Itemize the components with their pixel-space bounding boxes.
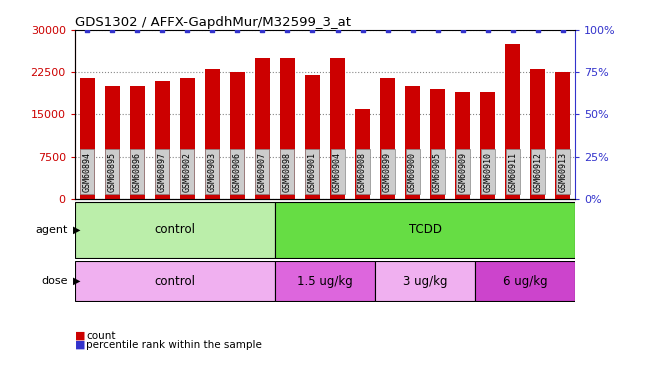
Text: 6 ug/kg: 6 ug/kg bbox=[503, 275, 547, 288]
Text: GDS1302 / AFFX-GapdhMur/M32599_3_at: GDS1302 / AFFX-GapdhMur/M32599_3_at bbox=[75, 16, 351, 29]
Text: 1.5 ug/kg: 1.5 ug/kg bbox=[297, 275, 353, 288]
Text: GSM60896: GSM60896 bbox=[133, 152, 142, 192]
Point bbox=[408, 27, 418, 33]
Bar bbox=[430, 89, 445, 199]
Point bbox=[282, 27, 293, 33]
Bar bbox=[455, 92, 470, 199]
Text: dose: dose bbox=[42, 276, 68, 286]
Bar bbox=[380, 78, 395, 199]
Point bbox=[307, 27, 318, 33]
Text: GSM60909: GSM60909 bbox=[458, 152, 467, 192]
Bar bbox=[155, 81, 170, 199]
Point bbox=[532, 27, 543, 33]
Point bbox=[132, 27, 142, 33]
Text: agent: agent bbox=[36, 225, 68, 235]
Bar bbox=[330, 58, 345, 199]
Bar bbox=[275, 202, 575, 258]
Text: ▶: ▶ bbox=[73, 276, 81, 286]
Bar bbox=[530, 69, 545, 199]
Text: GSM60906: GSM60906 bbox=[233, 152, 242, 192]
Point bbox=[157, 27, 168, 33]
Text: GSM60911: GSM60911 bbox=[508, 152, 517, 192]
Point bbox=[508, 27, 518, 33]
Text: GSM60901: GSM60901 bbox=[308, 152, 317, 192]
Text: GSM60907: GSM60907 bbox=[258, 152, 267, 192]
Bar bbox=[180, 78, 195, 199]
Text: GSM60912: GSM60912 bbox=[533, 152, 542, 192]
Text: GSM60898: GSM60898 bbox=[283, 152, 292, 192]
Bar bbox=[405, 86, 420, 199]
Point bbox=[82, 27, 92, 33]
Text: GSM60905: GSM60905 bbox=[433, 152, 442, 192]
Bar bbox=[80, 78, 95, 199]
Text: control: control bbox=[154, 223, 196, 236]
Bar bbox=[480, 92, 495, 199]
Point bbox=[558, 27, 568, 33]
Text: GSM60900: GSM60900 bbox=[408, 152, 417, 192]
Text: GSM60897: GSM60897 bbox=[158, 152, 167, 192]
Bar bbox=[75, 202, 275, 258]
Point bbox=[107, 27, 118, 33]
Bar bbox=[130, 86, 145, 199]
Bar bbox=[555, 72, 570, 199]
Point bbox=[382, 27, 393, 33]
Text: GSM60910: GSM60910 bbox=[483, 152, 492, 192]
Text: ■: ■ bbox=[75, 331, 85, 340]
Bar bbox=[255, 58, 270, 199]
Text: percentile rank within the sample: percentile rank within the sample bbox=[86, 340, 263, 350]
Bar bbox=[355, 109, 370, 199]
Bar bbox=[230, 72, 245, 199]
Bar bbox=[505, 44, 520, 199]
Text: GSM60903: GSM60903 bbox=[208, 152, 217, 192]
Text: GSM60913: GSM60913 bbox=[558, 152, 567, 192]
Bar bbox=[205, 69, 220, 199]
Text: GSM60895: GSM60895 bbox=[108, 152, 117, 192]
Text: ■: ■ bbox=[75, 340, 85, 350]
Point bbox=[432, 27, 443, 33]
Bar bbox=[280, 58, 295, 199]
Text: 3 ug/kg: 3 ug/kg bbox=[403, 275, 447, 288]
Text: GSM60894: GSM60894 bbox=[83, 152, 92, 192]
Text: GSM60908: GSM60908 bbox=[358, 152, 367, 192]
Point bbox=[257, 27, 268, 33]
Point bbox=[458, 27, 468, 33]
Bar bbox=[105, 86, 120, 199]
Point bbox=[332, 27, 343, 33]
Text: count: count bbox=[86, 331, 116, 340]
Text: TCDD: TCDD bbox=[409, 223, 441, 236]
Point bbox=[207, 27, 218, 33]
Text: GSM60904: GSM60904 bbox=[333, 152, 342, 192]
Text: control: control bbox=[154, 275, 196, 288]
Text: GSM60899: GSM60899 bbox=[383, 152, 392, 192]
Bar bbox=[75, 261, 275, 301]
Bar bbox=[375, 261, 475, 301]
Bar bbox=[305, 75, 320, 199]
Text: ▶: ▶ bbox=[73, 225, 81, 235]
Text: GSM60902: GSM60902 bbox=[183, 152, 192, 192]
Point bbox=[182, 27, 192, 33]
Point bbox=[358, 27, 368, 33]
Point bbox=[232, 27, 242, 33]
Bar bbox=[475, 261, 575, 301]
Bar bbox=[275, 261, 375, 301]
Point bbox=[482, 27, 493, 33]
